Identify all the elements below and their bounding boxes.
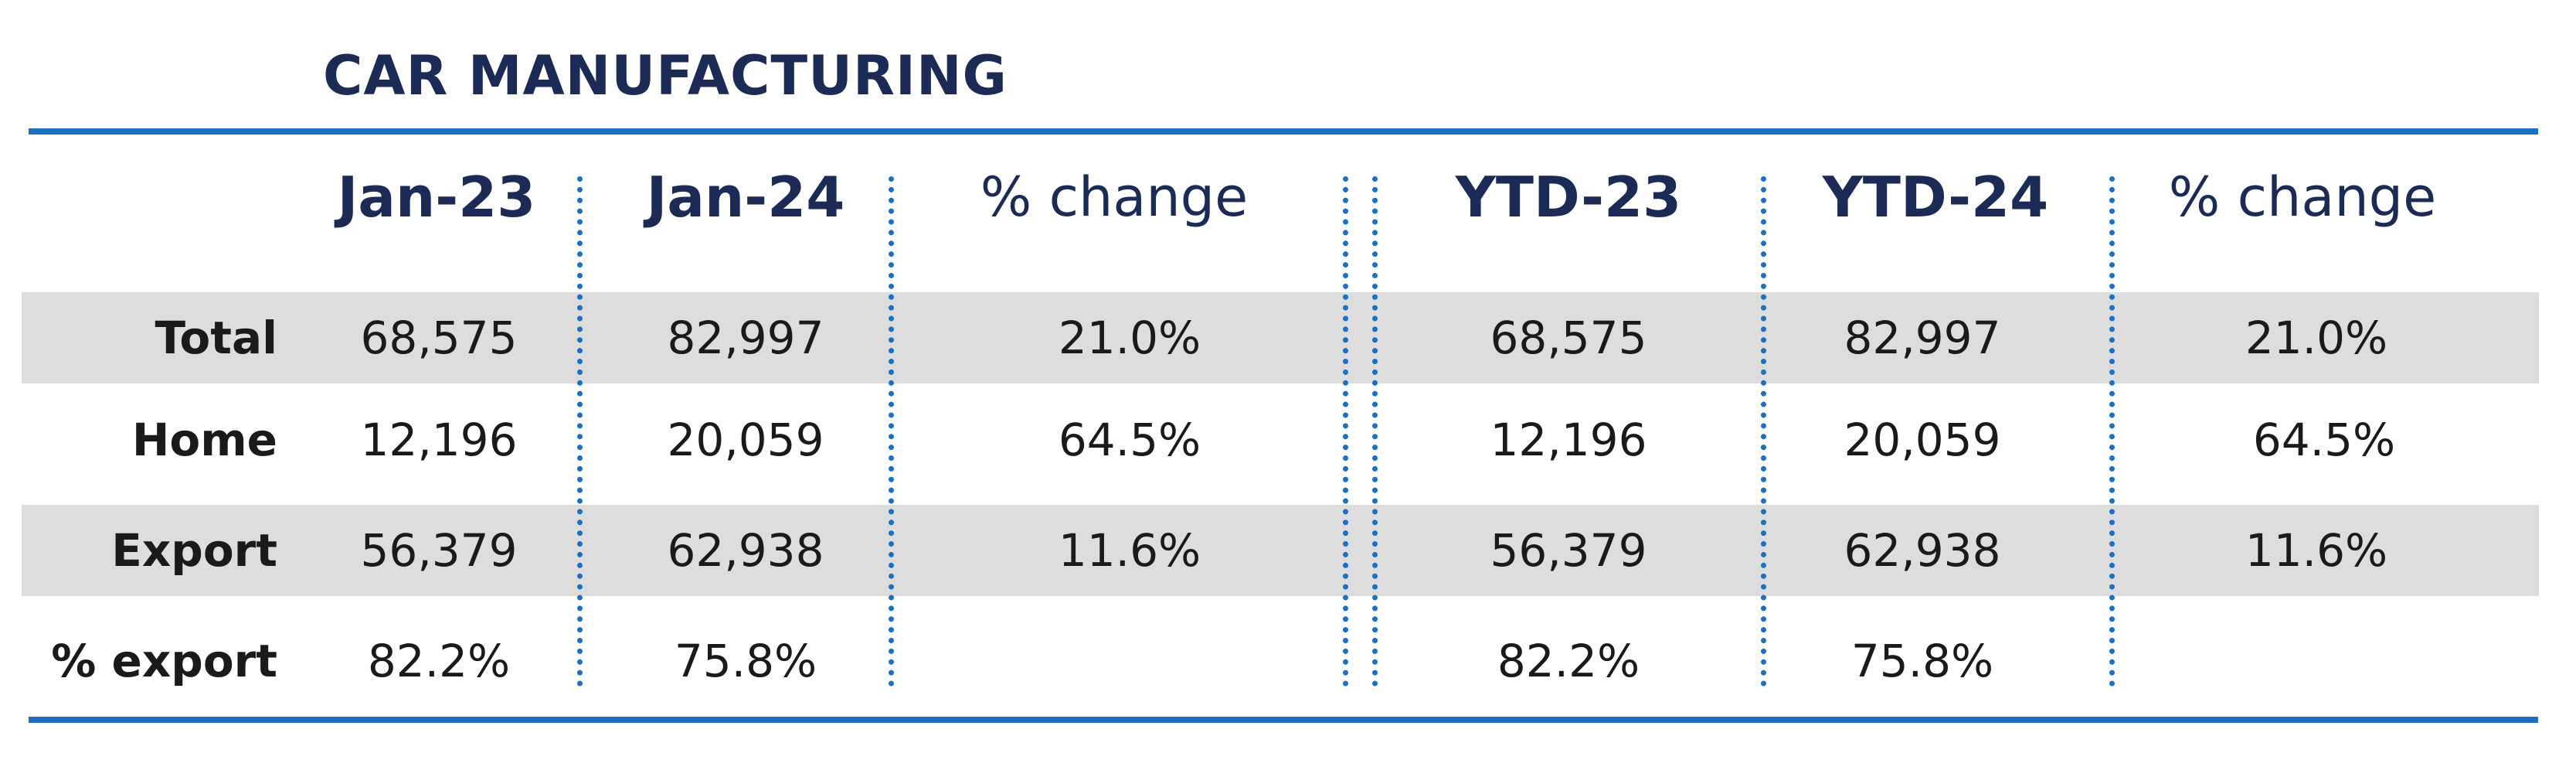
column-header-jan-23: Jan-23 (337, 165, 536, 230)
table-cell: 62,938 (1844, 524, 2001, 577)
table-cell: 21.0% (1058, 312, 1201, 364)
bottom-rule (29, 717, 2538, 723)
table-cell: 82.2% (1497, 635, 1640, 687)
table-cell: 68,575 (1490, 312, 1647, 364)
table-cell: 56,379 (360, 524, 518, 577)
row-band-export (22, 505, 2539, 596)
table-cell: 62,938 (667, 524, 824, 577)
row-label-home: Home (131, 414, 277, 466)
table-cell: 11.6% (1058, 524, 1201, 577)
table-cell: 20,059 (667, 414, 824, 466)
table-cell: 82.2% (367, 635, 511, 687)
column-header-ytd-24: YTD-24 (1822, 165, 2049, 230)
table-cell: 56,379 (1490, 524, 1647, 577)
table-cell: 64.5% (2252, 414, 2396, 466)
row-label-pct-export: % export (51, 635, 277, 687)
column-divider (1761, 176, 1766, 687)
row-label-export: Export (111, 524, 277, 577)
table-cell: 11.6% (2245, 524, 2388, 577)
row-label-total: Total (155, 312, 277, 364)
table-cell: 12,196 (1490, 414, 1647, 466)
table-cell: 75.8% (674, 635, 817, 687)
column-divider (577, 176, 583, 687)
table-cell: 12,196 (360, 414, 518, 466)
column-header-pct-change-month: % change (980, 165, 1249, 229)
table-cell: 82,997 (1844, 312, 2001, 364)
page-title: CAR MANUFACTURING (323, 44, 1008, 107)
table-cell: 20,059 (1844, 414, 2001, 466)
column-header-ytd-23: YTD-23 (1455, 165, 1682, 230)
column-header-pct-change-ytd: % change (2168, 165, 2437, 229)
table-cell: 68,575 (360, 312, 518, 364)
section-divider-right (1372, 176, 1378, 687)
column-divider (2109, 176, 2115, 687)
column-divider (889, 176, 894, 687)
top-rule (29, 128, 2538, 135)
table-cell: 82,997 (667, 312, 824, 364)
row-band-total (22, 292, 2539, 383)
section-divider-left (1343, 176, 1348, 687)
table-cell: 21.0% (2245, 312, 2388, 364)
table-cell: 75.8% (1850, 635, 1994, 687)
table-cell: 64.5% (1058, 414, 1201, 466)
column-header-jan-24: Jan-24 (646, 165, 845, 230)
